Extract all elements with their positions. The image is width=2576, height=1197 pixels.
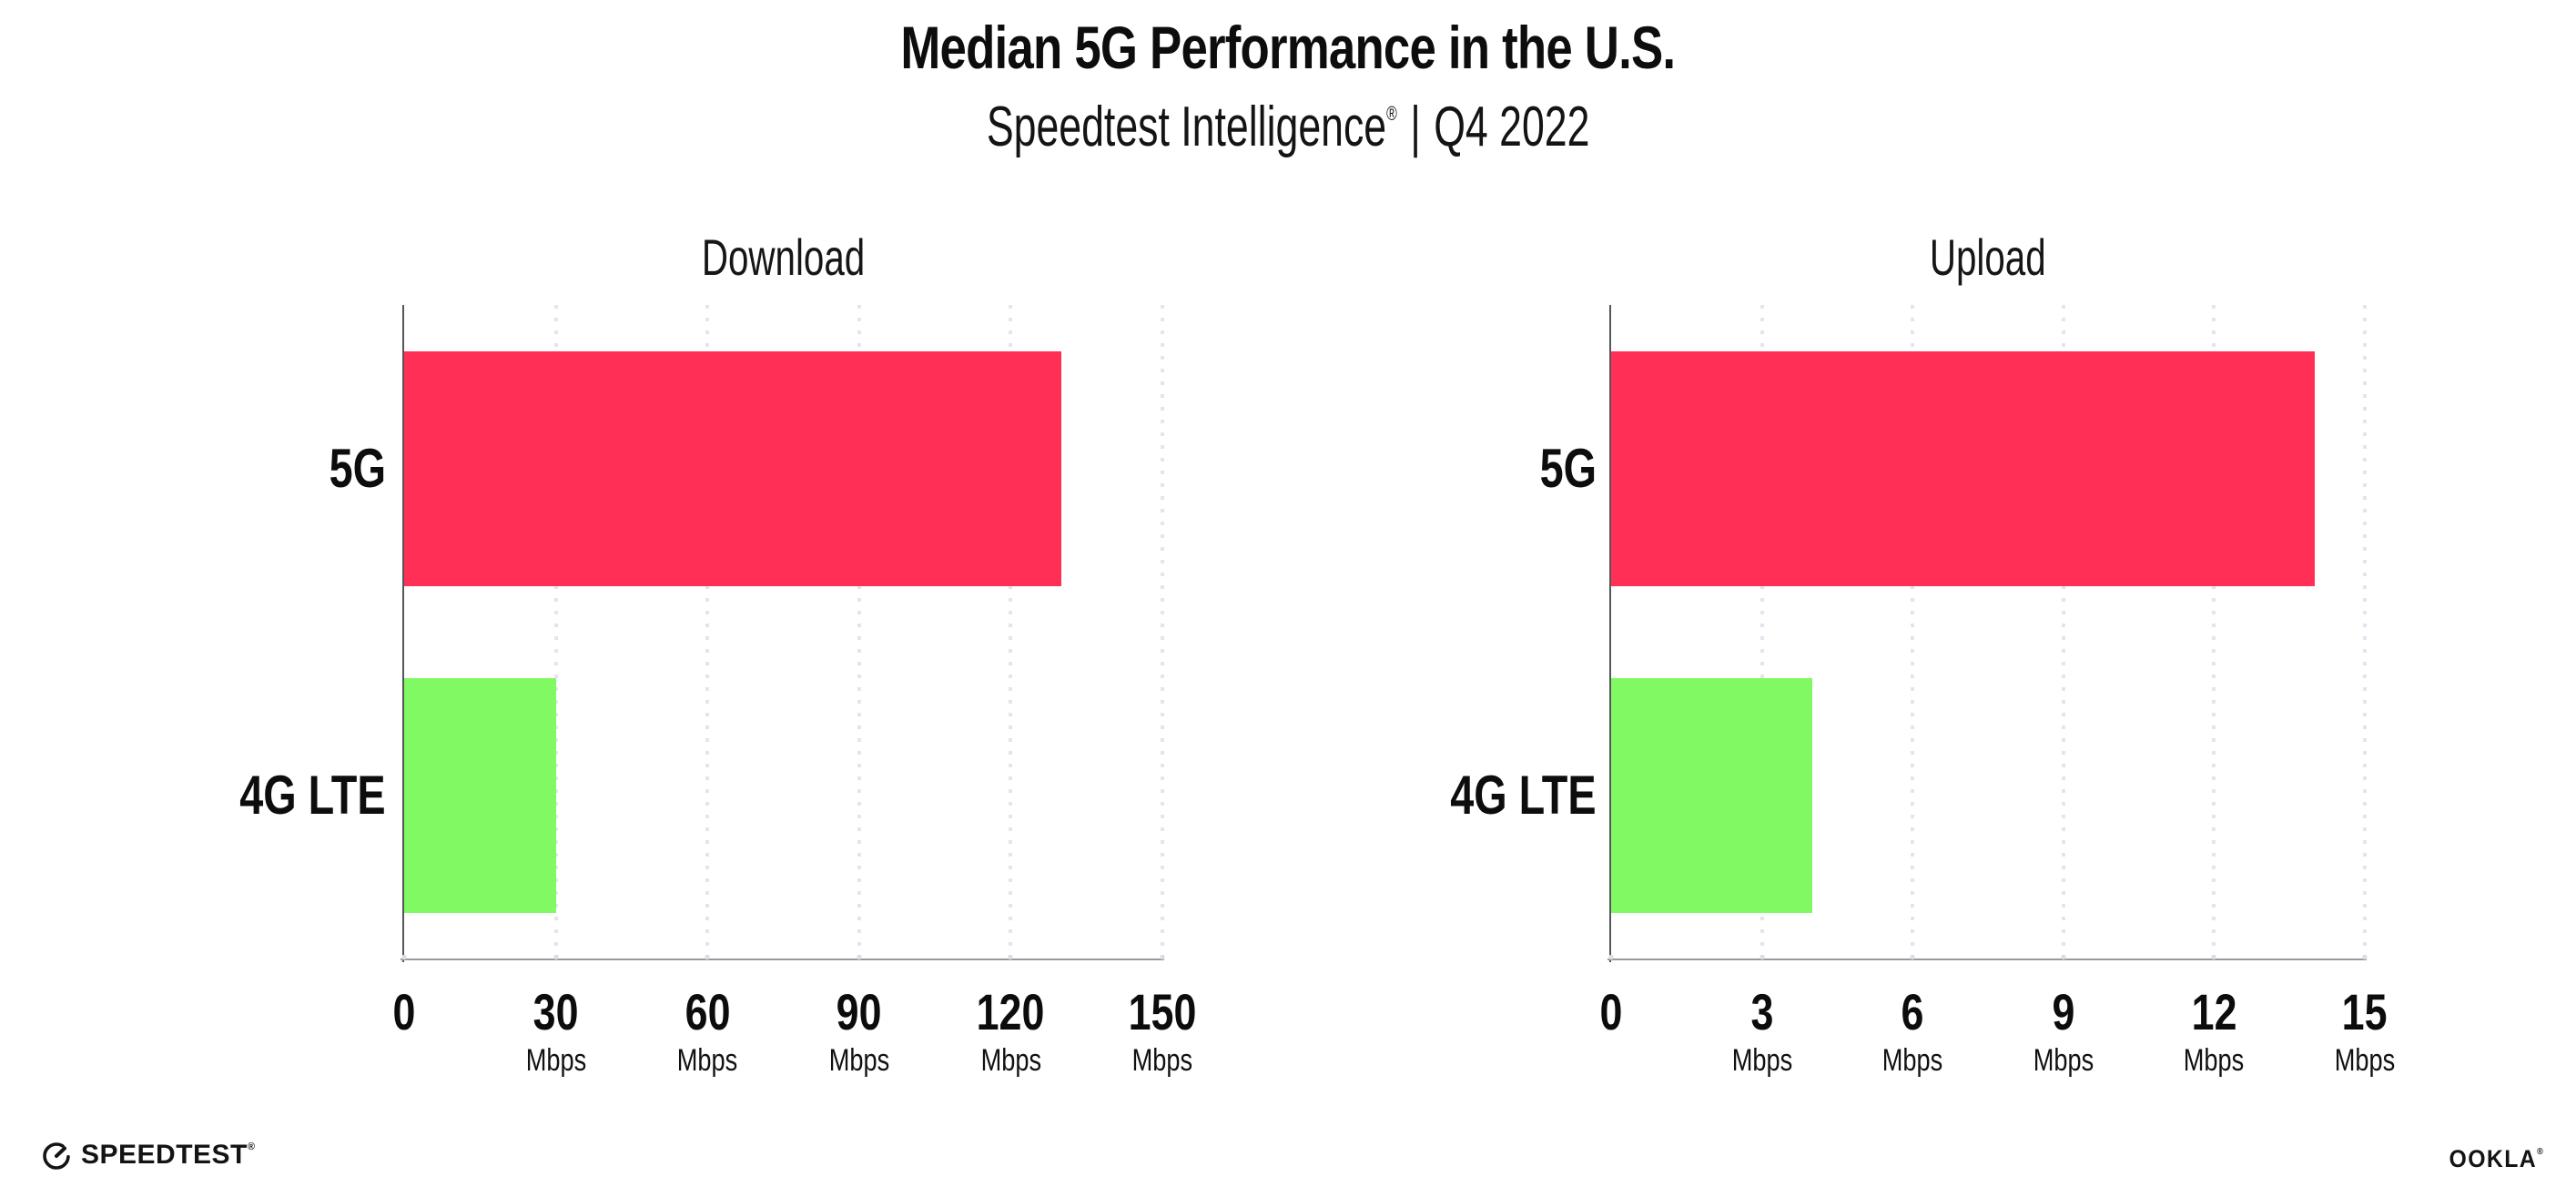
x-tick-unit: Mbps	[1881, 1043, 1943, 1078]
page-subtitle-text: Speedtest Intelligence® | Q4 2022	[987, 95, 1590, 159]
x-tick-value: 30	[532, 983, 579, 1040]
gridline-150	[1161, 305, 1164, 959]
category-label-4g-lte: 4G LTE	[239, 765, 386, 826]
x-tick-unit: Mbps	[2033, 1043, 2094, 1078]
bar-4g-lte	[1611, 677, 1812, 913]
gridline-9	[2061, 305, 2065, 959]
upload-plot-area	[1607, 305, 2368, 962]
upload-y-axis-line	[1609, 305, 1611, 962]
x-tick-unit: Mbps	[1131, 1043, 1193, 1078]
gridline-120	[1009, 305, 1013, 959]
x-tick-30: 30 Mbps	[518, 983, 593, 1079]
upload-x-axis-labels: 0 3 Mbps 6 Mbps 9 Mbps 12 Mbps 15 Mbps	[1600, 983, 2396, 1094]
download-plot-area	[401, 305, 1165, 962]
x-tick-6: 6 Mbps	[1875, 983, 1951, 1079]
x-tick-value: 90	[836, 983, 882, 1040]
upload-x-axis-line	[1607, 959, 2367, 960]
axis-tick-mark	[401, 955, 407, 959]
ookla-logo-text: OOKLA®	[2449, 1145, 2543, 1172]
speedtest-logo: SPEEDTEST®	[41, 1140, 255, 1171]
x-tick-value: 9	[2052, 983, 2075, 1040]
x-tick-3: 3 Mbps	[1724, 983, 1800, 1079]
download-x-axis-line	[401, 959, 1164, 960]
axis-tick-mark	[2061, 955, 2066, 959]
axis-tick-mark	[1608, 955, 1614, 959]
axis-tick-mark	[2362, 955, 2368, 959]
ookla-logo: OOKLA®	[2445, 1145, 2547, 1173]
x-tick-0: 0	[1597, 985, 1625, 1040]
axis-tick-mark	[1760, 955, 1765, 959]
axis-tick-mark	[1910, 955, 1915, 959]
x-tick-value: 120	[977, 983, 1045, 1040]
category-label-5g: 5G	[329, 438, 386, 499]
subtitle-period: Q4 2022	[1434, 96, 1590, 158]
page-title-text: Median 5G Performance in the U.S.	[900, 14, 1677, 81]
x-tick-unit: Mbps	[2184, 1043, 2245, 1078]
x-tick-value: 0	[1599, 983, 1623, 1040]
x-tick-15: 15 Mbps	[2327, 983, 2402, 1079]
gridline-60	[705, 305, 710, 959]
download-x-axis-labels: 0 30 Mbps 60 Mbps 90 Mbps 120 Mbps 150 Mbps	[393, 983, 1197, 1094]
x-tick-unit: Mbps	[828, 1043, 890, 1078]
x-tick-value: 3	[1750, 983, 1774, 1040]
x-tick-0: 0	[390, 985, 418, 1040]
subtitle-brand: Speedtest Intelligence	[986, 96, 1386, 158]
axis-tick-mark	[1160, 955, 1165, 959]
gridline-6	[1911, 305, 1915, 959]
x-tick-12: 12 Mbps	[2176, 983, 2252, 1079]
speedtest-gauge-icon	[43, 1142, 70, 1170]
x-tick-unit: Mbps	[980, 1043, 1041, 1078]
gridline-15	[2363, 305, 2367, 959]
registered-mark: ®	[2536, 1147, 2543, 1157]
x-tick-9: 9 Mbps	[2025, 983, 2101, 1079]
x-tick-value: 15	[2342, 983, 2388, 1040]
axis-tick-mark	[857, 955, 862, 959]
x-tick-unit: Mbps	[676, 1043, 738, 1078]
x-tick-150: 150 Mbps	[1120, 983, 1204, 1079]
x-tick-unit: Mbps	[2334, 1043, 2396, 1078]
page-title: Median 5G Performance in the U.S.	[0, 13, 2576, 82]
x-tick-value: 150	[1128, 983, 1197, 1040]
gridline-12	[2212, 305, 2216, 959]
x-tick-value: 60	[685, 983, 731, 1040]
category-label-4g-lte: 4G LTE	[1450, 765, 1597, 826]
upload-chart-title: Upload	[1930, 228, 2046, 286]
x-tick-60: 60 Mbps	[670, 983, 745, 1079]
bar-5g	[404, 350, 1061, 586]
axis-tick-mark	[2211, 955, 2216, 959]
speedtest-logo-text: SPEEDTEST®	[81, 1140, 256, 1170]
registered-mark: ®	[247, 1141, 256, 1152]
download-chart-title: Download	[701, 228, 866, 286]
gridline-3	[1760, 305, 1764, 959]
x-tick-120: 120 Mbps	[969, 983, 1053, 1079]
x-tick-unit: Mbps	[1731, 1043, 1792, 1078]
x-tick-value: 0	[392, 983, 416, 1040]
axis-tick-mark	[705, 955, 710, 959]
axis-tick-mark	[1008, 955, 1013, 959]
page-subtitle: Speedtest Intelligence® | Q4 2022	[0, 95, 2576, 159]
x-tick-90: 90 Mbps	[821, 983, 897, 1079]
gridline-30	[553, 305, 558, 959]
x-tick-value: 12	[2191, 983, 2237, 1040]
x-tick-unit: Mbps	[525, 1043, 586, 1078]
category-label-5g: 5G	[1539, 438, 1597, 499]
axis-tick-mark	[553, 955, 559, 959]
bar-4g-lte	[404, 677, 556, 913]
registered-mark: ®	[1385, 102, 1397, 126]
bar-5g	[1611, 350, 2315, 586]
subtitle-separator: |	[1410, 96, 1421, 158]
x-tick-value: 6	[1901, 983, 1924, 1040]
download-y-axis-line	[402, 305, 404, 962]
gridline-90	[857, 305, 861, 959]
